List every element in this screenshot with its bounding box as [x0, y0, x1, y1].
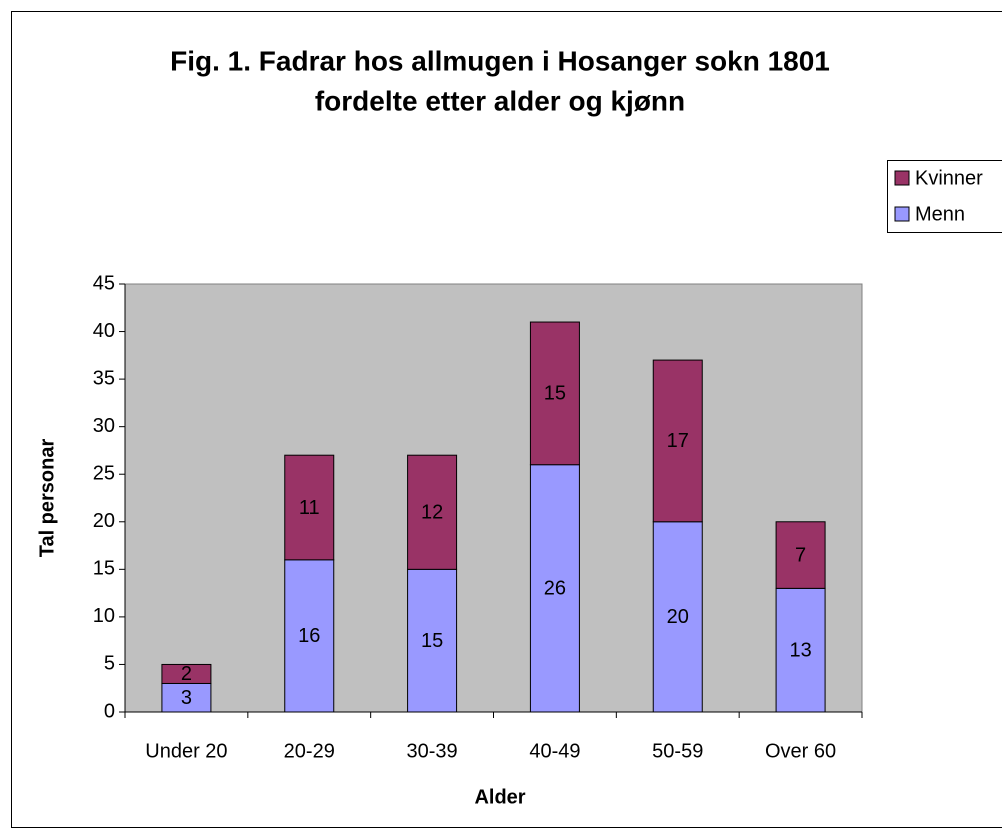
data-label: 3 — [181, 687, 192, 709]
data-label: 26 — [544, 578, 566, 600]
data-label: 12 — [421, 502, 443, 524]
data-label: 2 — [181, 663, 192, 685]
data-label: 17 — [667, 430, 689, 452]
y-tick-label: 25 — [93, 463, 115, 485]
data-label: 13 — [789, 639, 811, 661]
y-tick-label: 40 — [93, 320, 115, 342]
legend-label: Kvinner — [915, 167, 983, 189]
y-tick-label: 5 — [104, 653, 115, 675]
legend-swatch — [894, 170, 910, 186]
bar-segment — [284, 454, 335, 561]
plot-area — [124, 283, 863, 713]
bar-segment — [407, 568, 458, 713]
y-tick-label: 30 — [93, 415, 115, 437]
bar-segment — [775, 587, 826, 713]
data-label: 16 — [298, 625, 320, 647]
bar-segment — [529, 321, 580, 466]
chart-title: fordelte etter alder og kjønn — [315, 85, 685, 116]
data-label: 20 — [667, 606, 689, 628]
y-tick-label: 35 — [93, 367, 115, 389]
x-tick-label: 50-59 — [652, 740, 703, 762]
bar-segment — [284, 559, 335, 713]
data-label: 15 — [544, 383, 566, 405]
x-tick-label: 40-49 — [529, 740, 580, 762]
legend-label: Menn — [915, 203, 965, 225]
legend-swatch — [894, 206, 910, 222]
bar-segment — [652, 359, 703, 523]
data-label: 11 — [299, 497, 320, 519]
bar-segment — [161, 663, 212, 684]
y-tick-label: 15 — [93, 558, 115, 580]
y-tick-label: 20 — [93, 510, 115, 532]
y-tick-label: 10 — [93, 605, 115, 627]
data-label: 7 — [795, 544, 806, 566]
data-label: 15 — [421, 630, 443, 652]
y-tick-label: 0 — [104, 700, 115, 722]
bar-segment — [407, 454, 458, 570]
x-tick-label: 20-29 — [284, 740, 335, 762]
bar-segment — [161, 682, 212, 713]
bar-segment — [775, 521, 826, 589]
y-axis-label: Tal personar — [36, 439, 58, 558]
chart-title: Fig. 1. Fadrar hos allmugen i Hosanger s… — [170, 45, 830, 76]
x-tick-label: Over 60 — [765, 740, 836, 762]
bar-segment — [529, 464, 580, 713]
x-tick-label: 30-39 — [407, 740, 458, 762]
x-axis-label: Alder — [474, 786, 525, 808]
y-tick-label: 45 — [93, 272, 115, 294]
x-tick-label: Under 20 — [145, 740, 227, 762]
